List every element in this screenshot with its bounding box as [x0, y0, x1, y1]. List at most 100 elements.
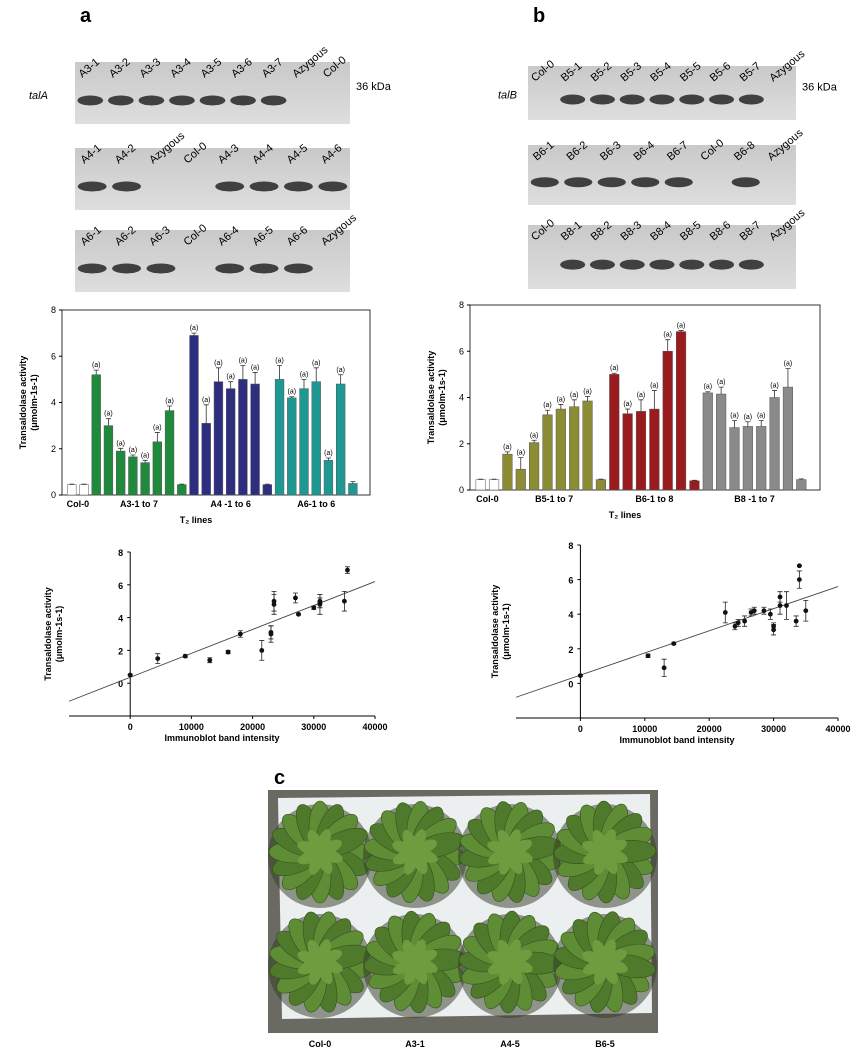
point [269, 632, 274, 637]
panel-label: a [80, 5, 92, 27]
point [183, 654, 188, 659]
bar [300, 389, 309, 495]
y-axis-unit: (μmolm-1s-1) [29, 374, 39, 431]
error-bar [277, 366, 282, 380]
band [215, 181, 244, 191]
size-label: 36 kDa [802, 81, 838, 93]
point [272, 599, 277, 604]
significance-letter: (a) [287, 389, 296, 396]
band [250, 181, 279, 191]
x-tick-label: 40000 [362, 722, 387, 732]
error-bar [350, 482, 355, 484]
band [77, 95, 103, 105]
y-tick-label: 2 [118, 646, 123, 656]
bar [569, 407, 579, 490]
error-bar [167, 406, 172, 411]
band [679, 260, 704, 270]
bar [312, 382, 321, 495]
point [662, 665, 667, 670]
bar [214, 382, 223, 495]
bar [165, 411, 174, 495]
y-axis-label: Transaldolase activity [426, 351, 436, 445]
significance-letter: (a) [214, 360, 223, 367]
significance-letter: (a) [153, 425, 162, 432]
point [293, 596, 298, 601]
x-tick-label: 20000 [240, 722, 265, 732]
bar [583, 401, 593, 490]
band [665, 177, 693, 187]
error-bar [143, 460, 148, 462]
significance-letter: (a) [275, 358, 284, 365]
bar [80, 485, 89, 495]
x-tick-label: 0 [578, 724, 583, 734]
error-bar [652, 391, 657, 410]
significance-letter: (a) [730, 413, 739, 420]
bar [226, 389, 235, 495]
gene-label: talB [498, 89, 517, 101]
group-label: B8 -1 to 7 [734, 494, 775, 504]
gene-label: talA [29, 90, 48, 102]
bar [690, 481, 700, 490]
photo-label: A4-5 [500, 1039, 520, 1049]
x-tick-label: 30000 [761, 724, 786, 734]
significance-letter: (a) [165, 398, 174, 405]
point [778, 595, 783, 600]
band [649, 94, 674, 104]
significance-letter: (a) [141, 452, 150, 459]
error-bar [505, 452, 510, 454]
y-tick-label: 4 [51, 398, 56, 408]
band [261, 95, 287, 105]
significance-letter: (a) [190, 325, 199, 332]
x-axis-label: T₂ lines [609, 510, 642, 520]
group-label: A4 -1 to 6 [210, 499, 251, 509]
bar [503, 454, 513, 490]
bar [336, 384, 345, 495]
point [311, 605, 316, 610]
error-bar [558, 404, 563, 409]
error-bar [118, 448, 123, 451]
band [732, 177, 760, 187]
band [679, 94, 704, 104]
bar [104, 426, 113, 495]
significance-letter: (a) [116, 440, 125, 447]
x-axis-label: T₂ lines [180, 515, 213, 525]
y-tick-label: 6 [568, 576, 573, 586]
point [238, 632, 243, 637]
band [598, 177, 626, 187]
point [345, 568, 350, 573]
bar [770, 398, 780, 491]
error-bar [772, 391, 777, 398]
significance-letter: (a) [239, 358, 248, 365]
significance-letter: (a) [704, 384, 713, 391]
point [342, 599, 347, 604]
point [797, 563, 802, 568]
significance-letter: (a) [202, 397, 211, 404]
y-tick-label: 2 [459, 439, 464, 449]
error-bar [665, 340, 670, 352]
significance-letter: (a) [543, 402, 552, 409]
bar [128, 457, 137, 495]
band [590, 94, 615, 104]
significance-letter: (a) [129, 447, 138, 454]
significance-letter: (a) [516, 450, 525, 457]
bar [756, 426, 766, 490]
bar [238, 379, 247, 495]
significance-letter: (a) [784, 361, 793, 368]
bar [596, 480, 606, 490]
y-tick-label: 4 [118, 614, 123, 624]
x-axis-label: Immunoblot band intensity [165, 733, 280, 743]
point [736, 620, 741, 625]
photo-label: Col-0 [309, 1039, 332, 1049]
point [803, 608, 808, 613]
error-bar [106, 419, 111, 426]
error-bar [572, 400, 577, 407]
y-tick-label: 0 [51, 490, 56, 500]
error-bar [192, 333, 197, 335]
band [200, 95, 226, 105]
point [723, 610, 728, 615]
significance-letter: (a) [557, 396, 566, 403]
y-tick-label: 8 [459, 300, 464, 310]
bar [153, 442, 162, 495]
error-bar [585, 396, 590, 401]
point [771, 624, 776, 629]
